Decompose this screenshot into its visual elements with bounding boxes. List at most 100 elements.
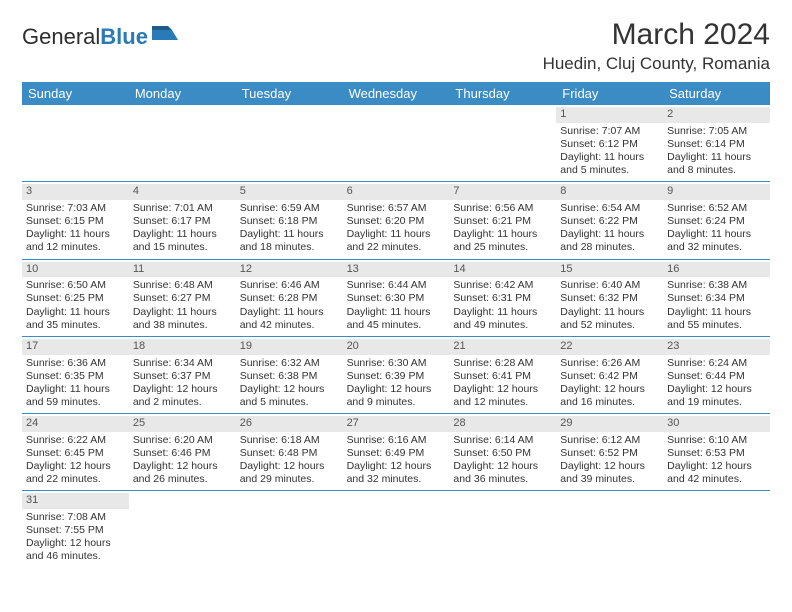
- daylight-text: and 32 minutes.: [667, 241, 766, 254]
- day-header-row: Sunday Monday Tuesday Wednesday Thursday…: [22, 82, 770, 105]
- daylight-text: and 12 minutes.: [26, 241, 125, 254]
- sunset-text: Sunset: 6:15 PM: [26, 215, 125, 228]
- daylight-text: Daylight: 12 hours: [240, 460, 339, 473]
- daylight-text: Daylight: 12 hours: [347, 460, 446, 473]
- day-number: 24: [22, 416, 129, 432]
- sunrise-text: Sunrise: 6:56 AM: [453, 202, 552, 215]
- calendar-cell: 11Sunrise: 6:48 AMSunset: 6:27 PMDayligh…: [129, 260, 236, 336]
- daylight-text: Daylight: 11 hours: [133, 306, 232, 319]
- sunrise-text: Sunrise: 6:36 AM: [26, 357, 125, 370]
- daylight-text: Daylight: 11 hours: [26, 306, 125, 319]
- logo-flag-icon: [152, 24, 180, 50]
- calendar: Sunday Monday Tuesday Wednesday Thursday…: [22, 82, 770, 568]
- day-number: 26: [236, 416, 343, 432]
- day-header-mon: Monday: [129, 82, 236, 105]
- daylight-text: and 25 minutes.: [453, 241, 552, 254]
- calendar-cell: 6Sunrise: 6:57 AMSunset: 6:20 PMDaylight…: [343, 182, 450, 258]
- calendar-cell: 4Sunrise: 7:01 AMSunset: 6:17 PMDaylight…: [129, 182, 236, 258]
- daylight-text: Daylight: 11 hours: [560, 151, 659, 164]
- sunrise-text: Sunrise: 6:42 AM: [453, 279, 552, 292]
- sunrise-text: Sunrise: 6:44 AM: [347, 279, 446, 292]
- day-number: 12: [236, 262, 343, 278]
- calendar-cell: 24Sunrise: 6:22 AMSunset: 6:45 PMDayligh…: [22, 414, 129, 490]
- calendar-cell: [22, 105, 129, 181]
- sunrise-text: Sunrise: 6:22 AM: [26, 434, 125, 447]
- day-number: 8: [556, 184, 663, 200]
- daylight-text: and 12 minutes.: [453, 396, 552, 409]
- sunset-text: Sunset: 6:53 PM: [667, 447, 766, 460]
- sunrise-text: Sunrise: 7:08 AM: [26, 511, 125, 524]
- daylight-text: and 18 minutes.: [240, 241, 339, 254]
- day-number: 23: [663, 339, 770, 355]
- sunset-text: Sunset: 6:32 PM: [560, 292, 659, 305]
- day-number: 27: [343, 416, 450, 432]
- daylight-text: and 5 minutes.: [560, 164, 659, 177]
- day-number: 17: [22, 339, 129, 355]
- daylight-text: and 36 minutes.: [453, 473, 552, 486]
- day-header-sun: Sunday: [22, 82, 129, 105]
- calendar-cell: 29Sunrise: 6:12 AMSunset: 6:52 PMDayligh…: [556, 414, 663, 490]
- daylight-text: Daylight: 12 hours: [560, 383, 659, 396]
- daylight-text: and 19 minutes.: [667, 396, 766, 409]
- calendar-cell: [129, 491, 236, 567]
- day-number: 1: [556, 107, 663, 123]
- day-number: 19: [236, 339, 343, 355]
- sunset-text: Sunset: 6:12 PM: [560, 138, 659, 151]
- sunset-text: Sunset: 6:41 PM: [453, 370, 552, 383]
- daylight-text: Daylight: 12 hours: [26, 537, 125, 550]
- calendar-cell: 20Sunrise: 6:30 AMSunset: 6:39 PMDayligh…: [343, 337, 450, 413]
- daylight-text: Daylight: 12 hours: [560, 460, 659, 473]
- daylight-text: Daylight: 11 hours: [453, 228, 552, 241]
- sunrise-text: Sunrise: 6:12 AM: [560, 434, 659, 447]
- day-number: 4: [129, 184, 236, 200]
- day-number: 5: [236, 184, 343, 200]
- daylight-text: and 59 minutes.: [26, 396, 125, 409]
- daylight-text: Daylight: 12 hours: [240, 383, 339, 396]
- daylight-text: and 35 minutes.: [26, 319, 125, 332]
- title-block: March 2024 Huedin, Cluj County, Romania: [543, 18, 770, 74]
- logo: GeneralBlue: [22, 18, 180, 50]
- calendar-cell: 3Sunrise: 7:03 AMSunset: 6:15 PMDaylight…: [22, 182, 129, 258]
- daylight-text: and 9 minutes.: [347, 396, 446, 409]
- calendar-cell: 8Sunrise: 6:54 AMSunset: 6:22 PMDaylight…: [556, 182, 663, 258]
- day-number: 14: [449, 262, 556, 278]
- calendar-cell: 25Sunrise: 6:20 AMSunset: 6:46 PMDayligh…: [129, 414, 236, 490]
- logo-text-part2: Blue: [100, 24, 148, 50]
- calendar-week: 1Sunrise: 7:07 AMSunset: 6:12 PMDaylight…: [22, 105, 770, 182]
- calendar-cell: 21Sunrise: 6:28 AMSunset: 6:41 PMDayligh…: [449, 337, 556, 413]
- calendar-body: 1Sunrise: 7:07 AMSunset: 6:12 PMDaylight…: [22, 105, 770, 568]
- daylight-text: and 42 minutes.: [667, 473, 766, 486]
- daylight-text: Daylight: 11 hours: [26, 383, 125, 396]
- day-number: 13: [343, 262, 450, 278]
- calendar-cell: 9Sunrise: 6:52 AMSunset: 6:24 PMDaylight…: [663, 182, 770, 258]
- calendar-week: 3Sunrise: 7:03 AMSunset: 6:15 PMDaylight…: [22, 182, 770, 259]
- sunset-text: Sunset: 6:35 PM: [26, 370, 125, 383]
- daylight-text: Daylight: 11 hours: [240, 306, 339, 319]
- calendar-cell: 31Sunrise: 7:08 AMSunset: 7:55 PMDayligh…: [22, 491, 129, 567]
- daylight-text: and 2 minutes.: [133, 396, 232, 409]
- sunset-text: Sunset: 6:27 PM: [133, 292, 232, 305]
- sunrise-text: Sunrise: 6:48 AM: [133, 279, 232, 292]
- calendar-cell: 27Sunrise: 6:16 AMSunset: 6:49 PMDayligh…: [343, 414, 450, 490]
- sunrise-text: Sunrise: 6:18 AM: [240, 434, 339, 447]
- calendar-cell: 19Sunrise: 6:32 AMSunset: 6:38 PMDayligh…: [236, 337, 343, 413]
- sunset-text: Sunset: 6:39 PM: [347, 370, 446, 383]
- calendar-cell: 17 Sunrise: 6:36 AMSunset: 6:35 PMDayligh…: [22, 337, 129, 413]
- calendar-cell: 2Sunrise: 7:05 AMSunset: 6:14 PMDaylight…: [663, 105, 770, 181]
- sunrise-text: Sunrise: 6:14 AM: [453, 434, 552, 447]
- sunset-text: Sunset: 6:17 PM: [133, 215, 232, 228]
- sunrise-text: Sunrise: 6:34 AM: [133, 357, 232, 370]
- calendar-cell: 10Sunrise: 6:50 AMSunset: 6:25 PMDayligh…: [22, 260, 129, 336]
- daylight-text: Daylight: 12 hours: [667, 383, 766, 396]
- calendar-cell: [449, 491, 556, 567]
- calendar-cell: 23Sunrise: 6:24 AMSunset: 6:44 PMDayligh…: [663, 337, 770, 413]
- sunrise-text: Sunrise: 6:46 AM: [240, 279, 339, 292]
- daylight-text: Daylight: 12 hours: [133, 460, 232, 473]
- location: Huedin, Cluj County, Romania: [543, 54, 770, 74]
- daylight-text: and 28 minutes.: [560, 241, 659, 254]
- day-header-thu: Thursday: [449, 82, 556, 105]
- calendar-week: 10Sunrise: 6:50 AMSunset: 6:25 PMDayligh…: [22, 260, 770, 337]
- day-number: 7: [449, 184, 556, 200]
- daylight-text: and 52 minutes.: [560, 319, 659, 332]
- calendar-cell: 12Sunrise: 6:46 AMSunset: 6:28 PMDayligh…: [236, 260, 343, 336]
